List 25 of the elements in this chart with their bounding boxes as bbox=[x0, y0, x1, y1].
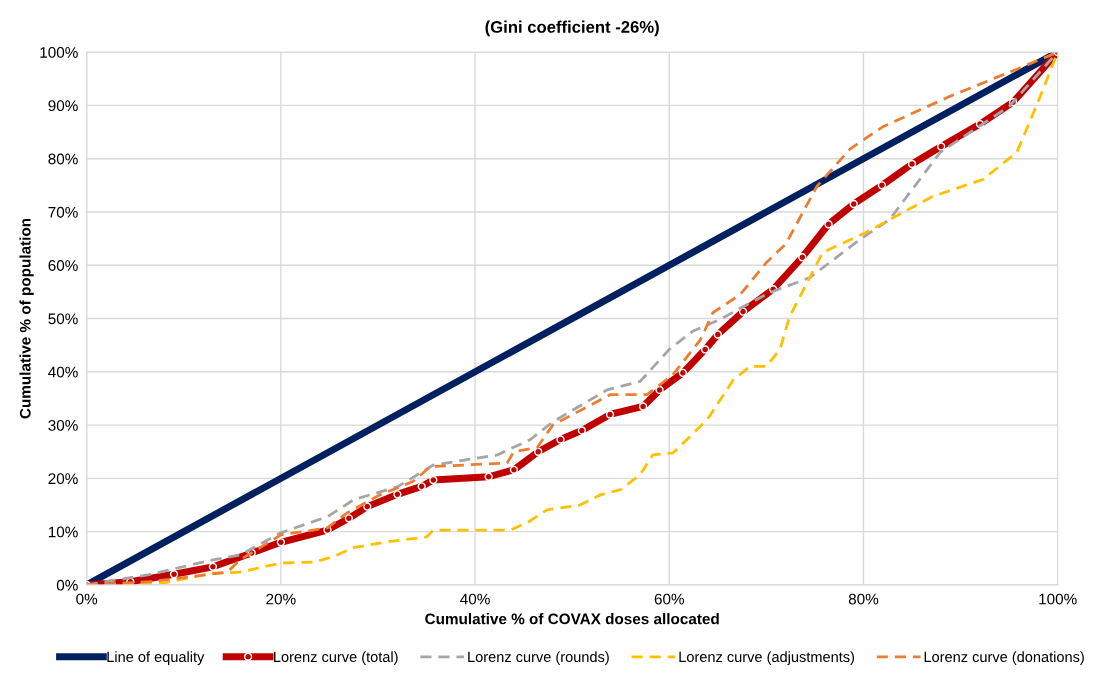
chart-title: (Gini coefficient -26%) bbox=[485, 20, 659, 37]
legend-label: Lorenz curve (donations) bbox=[924, 651, 1084, 665]
legend-label: Line of equality bbox=[107, 651, 205, 665]
y-tick-label: 40% bbox=[48, 366, 78, 378]
x-axis-title: Cumulative % of COVAX doses allocated bbox=[425, 613, 719, 625]
y-axis-title: Cumulative % of population bbox=[19, 218, 34, 419]
x-tick-label: 20% bbox=[266, 593, 296, 605]
x-tick-label: 80% bbox=[848, 593, 879, 605]
y-tick-label: 0% bbox=[56, 579, 78, 591]
y-tick-label: 90% bbox=[48, 100, 78, 112]
legend-label: Lorenz curve (adjustments) bbox=[679, 651, 855, 665]
y-tick-label: 50% bbox=[48, 313, 78, 325]
legend-label: Lorenz curve (total) bbox=[274, 651, 398, 665]
y-tick-label: 80% bbox=[48, 153, 78, 165]
x-tick-label: 40% bbox=[460, 593, 490, 605]
y-tick-label: 30% bbox=[48, 419, 78, 431]
legend-label: Lorenz curve (rounds) bbox=[468, 651, 609, 665]
y-tick-label: 70% bbox=[48, 206, 78, 218]
y-tick-label: 20% bbox=[48, 473, 78, 485]
x-tick-label: 60% bbox=[654, 593, 685, 605]
x-tick-label: 100% bbox=[1039, 593, 1077, 605]
x-tick-label: 0% bbox=[76, 593, 98, 605]
y-tick-label: 10% bbox=[48, 526, 78, 538]
y-tick-label: 100% bbox=[40, 47, 78, 58]
y-tick-label: 60% bbox=[48, 260, 78, 271]
